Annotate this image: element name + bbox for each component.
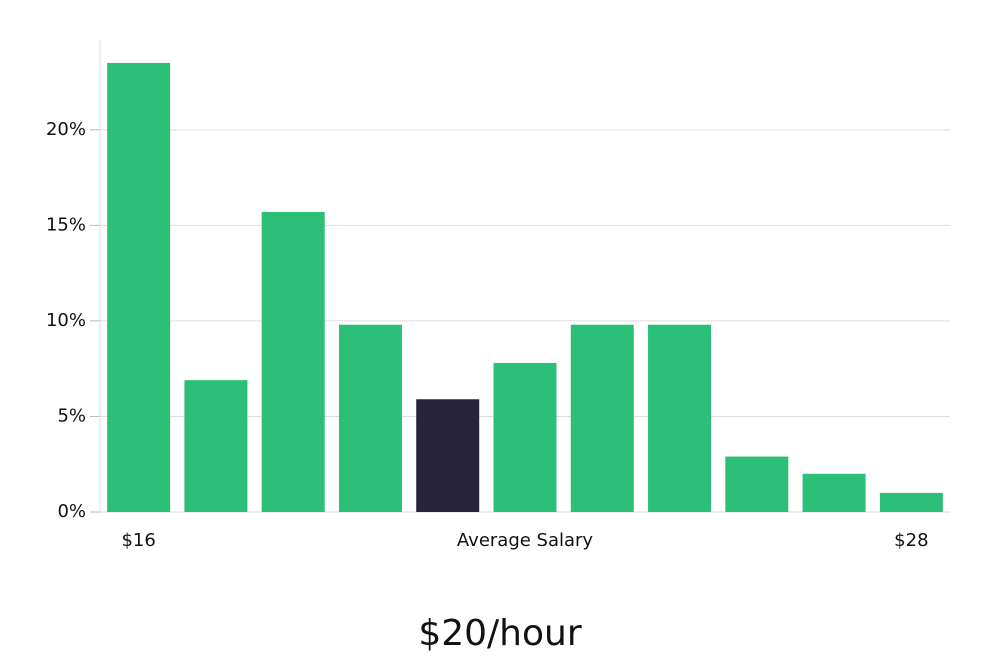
bar bbox=[107, 62, 171, 512]
bar bbox=[648, 324, 712, 512]
y-tick-label: 15% bbox=[46, 214, 86, 235]
bar bbox=[184, 380, 248, 512]
x-axis-label: Average Salary bbox=[457, 530, 594, 551]
y-tick-label: 5% bbox=[57, 405, 86, 426]
y-tick-label: 10% bbox=[46, 310, 86, 331]
x-tick-label: $16 bbox=[121, 530, 155, 551]
bar bbox=[338, 324, 402, 512]
bar bbox=[879, 492, 943, 512]
bar bbox=[416, 399, 480, 512]
annotation: $20/hour bbox=[418, 613, 582, 654]
bar bbox=[725, 456, 789, 512]
y-tick-label: 20% bbox=[46, 119, 86, 140]
bar bbox=[570, 324, 634, 512]
bar bbox=[493, 362, 557, 512]
x-tick-label: $28 bbox=[894, 530, 928, 551]
bar bbox=[802, 473, 866, 512]
bar bbox=[261, 211, 325, 512]
y-tick-label: 0% bbox=[57, 501, 86, 522]
